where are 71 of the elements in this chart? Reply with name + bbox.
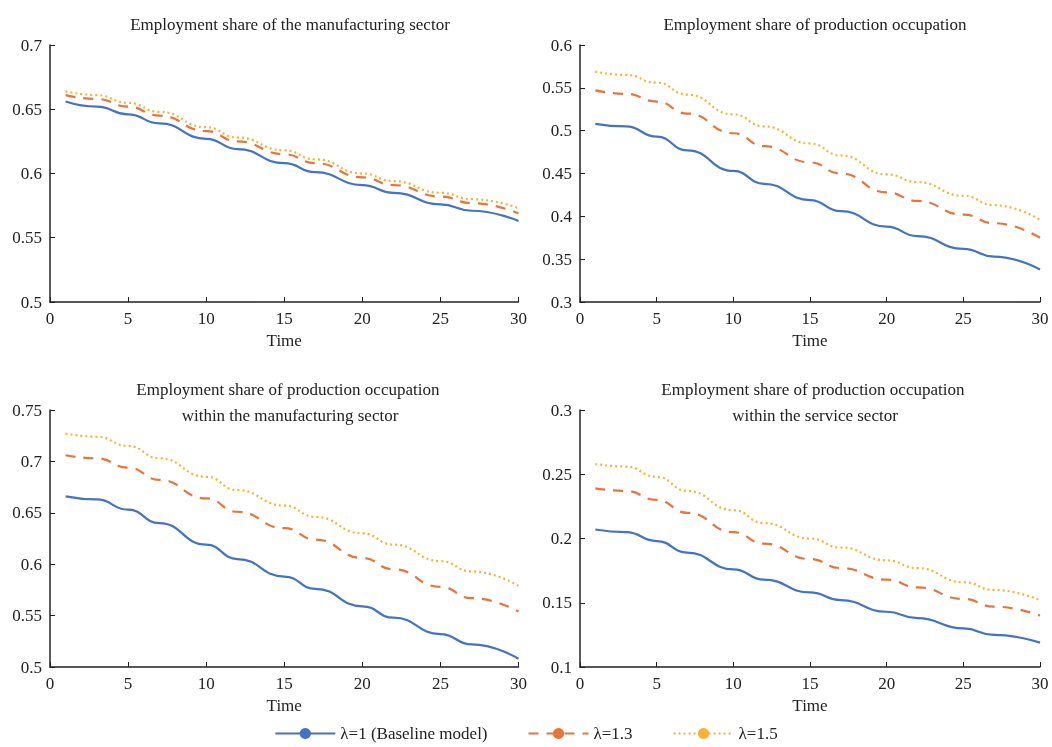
- y-tick-label: 0.3: [550, 292, 572, 312]
- x-axis-title: Time: [266, 695, 302, 715]
- x-tick-label: 0: [575, 309, 585, 328]
- x-tick-label: 15: [275, 309, 293, 328]
- x-tick-label: 25: [954, 309, 972, 328]
- x-tick-label: 10: [724, 674, 742, 693]
- x-tick-label: 20: [878, 674, 896, 693]
- x-tick-label: 30: [510, 309, 527, 328]
- legend-label: λ=1.5: [738, 724, 778, 743]
- y-tick-label: 0.7: [20, 35, 43, 55]
- x-tick-label: 10: [724, 309, 742, 328]
- x-tick-label: 0: [45, 309, 55, 328]
- y-tick-label: 0.35: [542, 249, 572, 269]
- x-axis-title: Time: [792, 695, 828, 715]
- y-tick-label: 0.65: [12, 99, 42, 119]
- y-tick-label: 0.6: [20, 164, 42, 183]
- y-tick-label: 0.55: [12, 606, 42, 626]
- y-tick-label: 0.55: [12, 228, 42, 248]
- x-tick-label: 10: [197, 309, 215, 328]
- y-tick-label: 0.15: [542, 593, 572, 613]
- y-tick-label: 0.7: [20, 451, 43, 471]
- line-series: [64, 495, 520, 660]
- legend-label: λ=1 (Baseline model): [340, 724, 488, 743]
- y-tick-label: 0.25: [542, 464, 572, 484]
- line-series: [594, 89, 1042, 239]
- line-series: [594, 528, 1042, 644]
- x-tick-label: 5: [652, 309, 661, 328]
- x-tick-label: 30: [1031, 309, 1049, 328]
- y-tick-label: 0.3: [550, 400, 572, 420]
- y-tick-label: 0.5: [20, 292, 42, 312]
- x-tick-label: 25: [431, 674, 449, 693]
- x-tick-label: 5: [123, 309, 133, 328]
- x-tick-label: 15: [275, 674, 293, 693]
- x-tick-label: 30: [510, 674, 527, 693]
- y-tick-label: 0.6: [550, 35, 572, 55]
- line-series: [594, 487, 1042, 617]
- y-tick-label: 0.5: [550, 121, 572, 141]
- x-tick-label: 20: [353, 309, 371, 328]
- line-series: [64, 432, 520, 587]
- y-tick-label: 0.65: [12, 503, 42, 523]
- line-series: [594, 122, 1042, 271]
- chart-title: Employment share of production occupation within the manufacturing sector: [136, 379, 444, 425]
- x-tick-label: 15: [801, 309, 819, 328]
- chart-title: Employment share of production occupation: [663, 14, 968, 34]
- x-tick-label: 20: [353, 674, 371, 693]
- legend-label: λ=1.3: [593, 724, 633, 743]
- y-tick-label: 0.6: [20, 554, 42, 574]
- x-tick-label: 20: [878, 309, 896, 328]
- chart-title: Employment share of the manufacturing sector: [130, 14, 451, 34]
- x-tick-label: 5: [123, 674, 133, 693]
- line-series: [594, 462, 1042, 602]
- x-tick-label: 10: [197, 674, 215, 693]
- x-tick-label: 5: [652, 674, 661, 693]
- y-tick-label: 0.45: [542, 164, 572, 183]
- x-tick-label: 0: [575, 674, 585, 693]
- y-tick-label: 0.4: [550, 206, 573, 226]
- x-tick-label: 25: [431, 309, 449, 328]
- x-tick-label: 30: [1031, 674, 1049, 693]
- x-tick-label: 15: [801, 674, 819, 693]
- x-axis-title: Time: [792, 330, 828, 350]
- y-tick-label: 0.2: [550, 529, 572, 548]
- x-tick-label: 25: [954, 674, 972, 693]
- chart-title: Employment share of production occupation within the service sector: [661, 379, 969, 425]
- line-series: [64, 454, 520, 613]
- y-tick-label: 0.55: [542, 78, 572, 98]
- x-axis-title: Time: [266, 330, 302, 350]
- y-tick-label: 0.1: [550, 657, 572, 677]
- x-tick-label: 0: [45, 674, 55, 693]
- y-tick-label: 0.75: [12, 400, 42, 420]
- line-series: [594, 70, 1042, 221]
- y-tick-label: 0.5: [20, 657, 42, 677]
